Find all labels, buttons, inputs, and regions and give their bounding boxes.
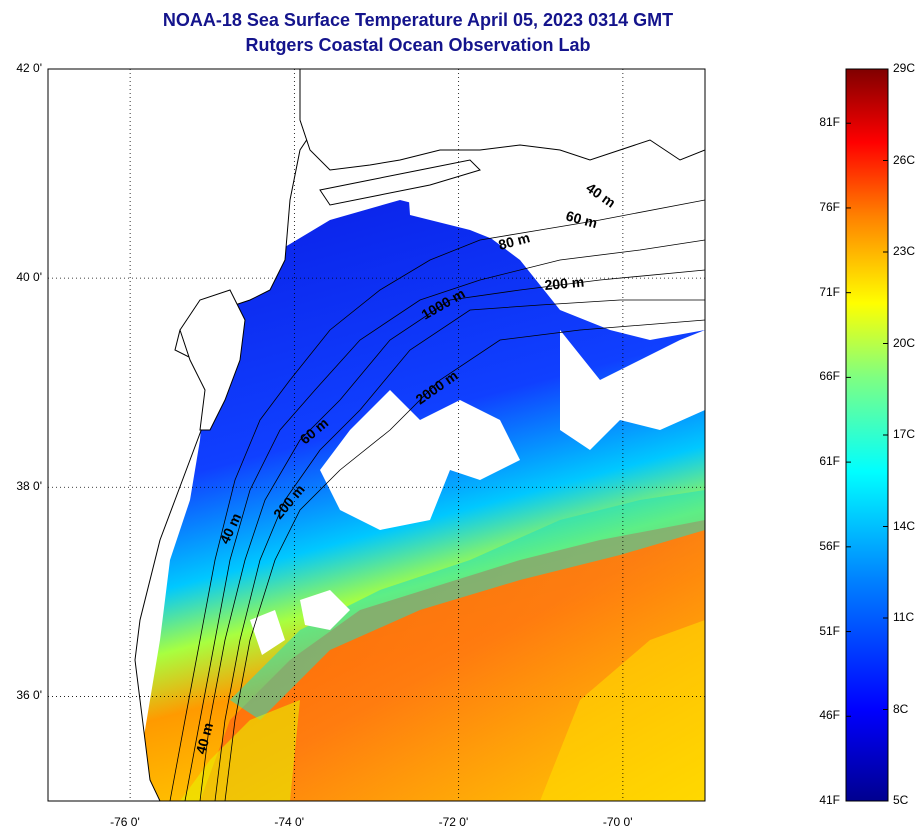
colorbar-label-fahrenheit: 66F <box>819 369 840 384</box>
lat-tick-label: 38 0' <box>16 479 42 494</box>
colorbar-label-fahrenheit: 46F <box>819 708 840 723</box>
front-zone <box>230 490 705 720</box>
contour-label-60m-ne: 60 m <box>564 207 599 231</box>
colorbar-label-fahrenheit: 76F <box>819 199 840 214</box>
cloud-patch-1 <box>300 590 350 630</box>
long-island <box>319 159 481 206</box>
colorbar-label-celsius: 23C <box>893 244 916 258</box>
colorbar-label-fahrenheit: 51F <box>819 623 840 638</box>
lat-tick-label: 42 0' <box>16 61 42 75</box>
colorbar-label-fahrenheit: 56F <box>819 538 840 553</box>
cloud-patch-2 <box>250 610 285 655</box>
lon-tick-label: -72 0' <box>438 815 469 829</box>
contour-label-200m-ne: 200 m <box>544 274 585 293</box>
offshore-yellow <box>540 620 705 801</box>
colorbar-label-celsius: 5C <box>893 793 909 807</box>
colorbar-ticks <box>846 68 888 802</box>
colorbar <box>845 68 889 802</box>
delmarva <box>179 289 246 431</box>
colorbar-label-celsius: 14C <box>893 518 916 533</box>
cloud-east <box>560 330 705 450</box>
map-subtitle: Rutgers Coastal Ocean Observation Lab <box>245 35 591 55</box>
colorbar-label-fahrenheit: 71F <box>819 284 840 299</box>
lat-tick-label: 36 0' <box>16 688 42 703</box>
contour-label-40m-south: 40 m <box>192 721 216 756</box>
lon-tick-label: -76 0' <box>110 815 140 829</box>
cloud-mid <box>320 390 520 530</box>
colorbar-label-fahrenheit: 41F <box>819 793 840 807</box>
colorbar-label-celsius: 8C <box>893 701 909 716</box>
colorbar-label-celsius: 11C <box>893 610 915 624</box>
southwest-yellow <box>180 700 300 801</box>
lon-tick-label: -74 0' <box>274 815 305 829</box>
map-title: NOAA-18 Sea Surface Temperature April 05… <box>162 10 674 30</box>
colorbar-label-fahrenheit: 81F <box>819 115 840 130</box>
bathymetry-contours <box>169 199 705 801</box>
colorbar-label-celsius: 17C <box>893 427 916 441</box>
lat-tick-label: 40 0' <box>16 270 42 285</box>
map-border <box>47 68 706 802</box>
land-newengland <box>299 69 705 171</box>
colorbar-label-celsius: 20C <box>893 335 916 350</box>
colorbar-label-fahrenheit: 61F <box>819 454 840 469</box>
lon-tick-label: -70 0' <box>602 815 633 829</box>
contour-label-80m: 80 m <box>497 229 532 253</box>
colorbar-label-celsius: 29C <box>893 61 916 75</box>
colorbar-label-celsius: 26C <box>893 152 916 167</box>
